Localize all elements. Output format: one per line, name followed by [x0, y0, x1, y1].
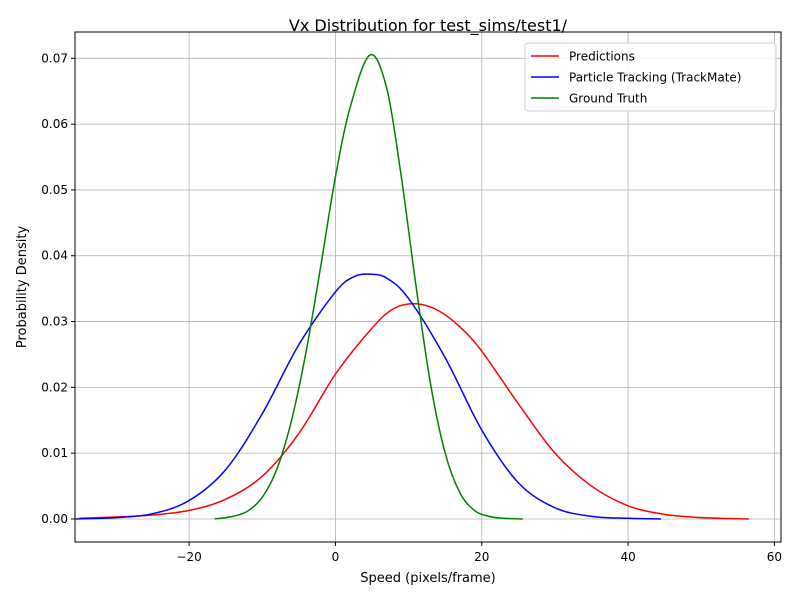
- series-line-ground-truth: [214, 53, 523, 520]
- x-tick-label: 60: [767, 550, 782, 564]
- legend-label: Ground Truth: [569, 92, 647, 106]
- y-tick-label: 0.06: [41, 117, 68, 131]
- y-tick-label: 0.01: [41, 446, 68, 460]
- legend-label: Predictions: [569, 50, 635, 64]
- x-tick-label: 20: [474, 550, 489, 564]
- x-tick-label: 40: [620, 550, 635, 564]
- x-axis-ticks: −20 0 20 40 60: [176, 542, 782, 564]
- legend-label: Particle Tracking (TrackMate): [569, 71, 741, 85]
- grid-lines: [75, 32, 781, 542]
- x-tick-label: −20: [176, 550, 201, 564]
- series-line-particle-tracking-trackmate: [75, 273, 662, 520]
- series-group: [75, 53, 749, 520]
- y-tick-label: 0.04: [41, 249, 68, 263]
- series-line-predictions: [79, 302, 749, 520]
- y-tick-label: 0.05: [41, 183, 68, 197]
- y-axis-label: Probability Density: [15, 226, 30, 349]
- legend: Predictions Particle Tracking (TrackMate)…: [524, 42, 777, 112]
- y-tick-label: 0.07: [41, 51, 68, 65]
- legend-box: [524, 42, 777, 112]
- y-tick-label: 0.03: [41, 315, 68, 329]
- plot-frame: [74, 31, 782, 543]
- chart-title: Vx Distribution for test_sims/test1/: [289, 16, 568, 36]
- x-tick-label: 0: [332, 550, 340, 564]
- y-tick-label: 0.00: [41, 512, 68, 526]
- y-axis-ticks: 0.00 0.01 0.02 0.03 0.04 0.05 0.06 0.07: [41, 51, 75, 526]
- y-tick-label: 0.02: [41, 380, 68, 394]
- x-axis-label: Speed (pixels/frame): [360, 571, 496, 586]
